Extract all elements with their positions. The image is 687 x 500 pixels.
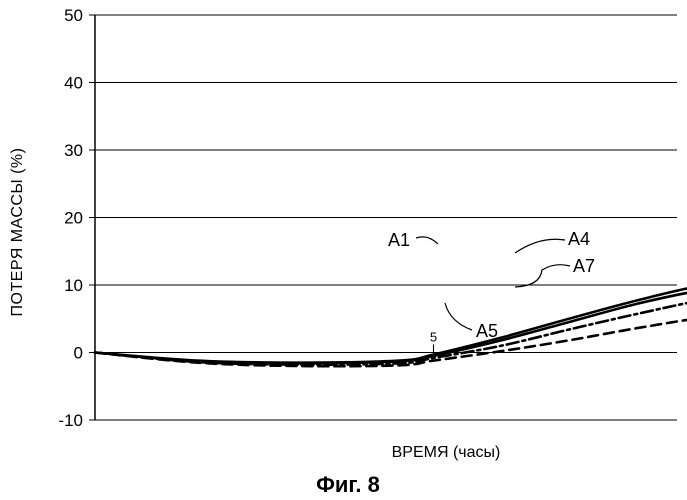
y-axis-label: ПОТЕРЯ МАССЫ (%) <box>9 148 26 317</box>
y-tick-label-0: 50 <box>64 6 83 25</box>
leader-a7 <box>515 265 570 287</box>
series-group <box>95 254 687 366</box>
weight-loss-chart: 50403020100-10 5101520 ПОТЕРЯ МАССЫ (%) … <box>0 0 687 500</box>
y-tick-label-3: 20 <box>64 209 83 228</box>
series-line-a4 <box>95 265 687 364</box>
leader-a4 <box>515 239 565 253</box>
y-tick-label-6: -10 <box>58 411 83 430</box>
x-axis-label: ВРЕМЯ (часы) <box>392 444 501 461</box>
annotation-a1: A1 <box>388 230 410 250</box>
y-tick-label-5: 0 <box>74 344 83 363</box>
annotation-a7: A7 <box>573 256 595 276</box>
series-line-a5 <box>95 299 687 367</box>
leader-a1 <box>416 237 438 244</box>
leader-a5 <box>445 303 472 330</box>
y-tick-label-4: 10 <box>64 276 83 295</box>
figure-caption: Фиг. 8 <box>316 472 380 497</box>
annotation-a5: A5 <box>476 321 498 341</box>
series-line-a1 <box>95 254 687 363</box>
y-tick-label-2: 30 <box>64 141 83 160</box>
y-tick-label-1: 40 <box>64 74 83 93</box>
annotation-a4: A4 <box>568 229 590 249</box>
x-tick-label-0: 5 <box>430 330 437 345</box>
y-ticks: 50 40 30 20 10 0 -10 <box>58 6 83 430</box>
